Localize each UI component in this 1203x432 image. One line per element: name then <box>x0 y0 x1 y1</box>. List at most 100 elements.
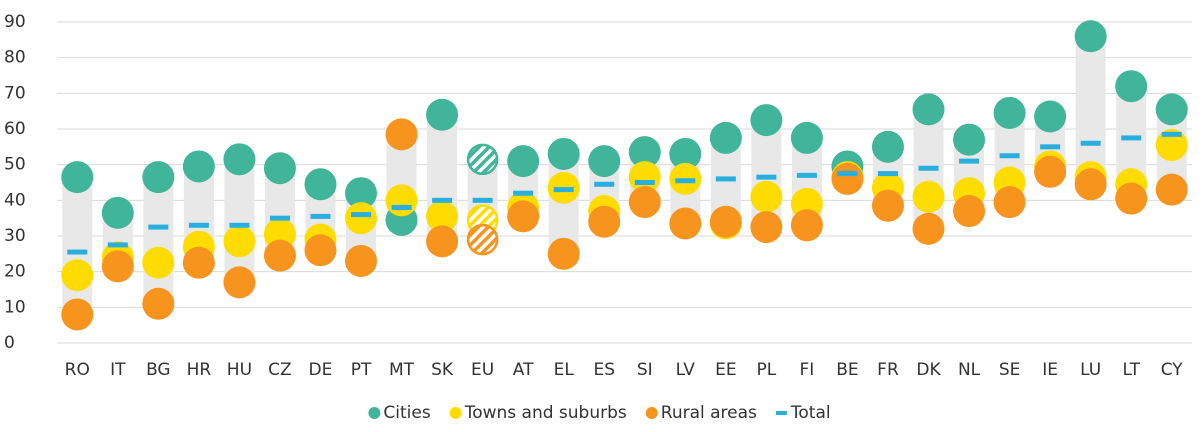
dot <box>223 225 256 258</box>
range-bar <box>548 153 579 254</box>
legend-label: Total <box>790 403 831 423</box>
total-dash <box>148 224 169 230</box>
total-dash <box>553 187 574 193</box>
x-tick-label: EU <box>471 360 494 380</box>
dot <box>669 207 702 240</box>
dot <box>547 237 580 270</box>
total-dash <box>715 176 736 182</box>
dot <box>790 209 823 242</box>
legend-marker <box>775 411 787 415</box>
dot <box>426 200 459 233</box>
dot <box>507 145 540 178</box>
y-tick-label: 80 <box>4 48 26 68</box>
total-dash <box>513 190 534 196</box>
dot <box>142 246 175 279</box>
dot <box>1034 155 1067 188</box>
dot <box>1074 20 1107 53</box>
total-dash <box>877 171 898 177</box>
total-dash <box>634 180 655 185</box>
total-dash <box>67 249 88 255</box>
total-dash <box>351 212 372 218</box>
dot <box>1034 100 1067 133</box>
x-tick-label: EE <box>715 360 736 380</box>
x-tick-label: ES <box>593 360 615 380</box>
total-dash <box>999 153 1020 159</box>
x-tick-label: AT <box>513 360 534 380</box>
dot <box>182 246 215 279</box>
dot <box>709 205 742 238</box>
y-tick-label: 20 <box>4 262 26 282</box>
dot <box>750 104 783 137</box>
dot <box>61 259 94 292</box>
total-dash <box>310 213 331 219</box>
y-tick-label: 40 <box>4 190 26 210</box>
legend: Cities Towns and suburbs Rural areas Total <box>368 403 831 423</box>
x-tick-label: LU <box>1080 360 1101 380</box>
dot <box>588 205 621 238</box>
total-dash <box>837 171 858 177</box>
dot <box>61 161 94 194</box>
x-tick-label: SK <box>431 360 454 380</box>
dot <box>426 98 459 131</box>
total-dash <box>391 204 412 210</box>
dot <box>101 250 134 283</box>
dot <box>61 298 94 331</box>
y-tick-label: 90 <box>4 12 26 32</box>
x-tick-label: IE <box>1042 360 1058 380</box>
x-tick-label: MT <box>389 360 415 380</box>
dot <box>912 180 945 213</box>
total-dash <box>796 172 817 178</box>
dot <box>750 180 783 213</box>
dot <box>426 225 459 258</box>
labels: 0 10 20 30 40 50 60 70 80 90 RO IT BG HR HU CZ DE PT MT SK E… <box>4 12 1183 380</box>
dot <box>1115 70 1148 103</box>
x-tick-label: DK <box>916 360 941 380</box>
dot <box>1155 129 1188 162</box>
dot <box>953 123 986 156</box>
y-tick-label: 30 <box>4 226 26 246</box>
total-dash <box>1121 135 1142 141</box>
dot <box>263 239 296 272</box>
dot <box>466 223 499 256</box>
x-tick-label: HR <box>187 360 212 380</box>
total-dash <box>594 181 615 187</box>
dot <box>304 234 337 267</box>
dot <box>912 212 945 245</box>
dot <box>993 96 1026 129</box>
x-tick-label: FR <box>877 360 899 380</box>
x-tick-label: CY <box>1161 360 1184 380</box>
dot <box>507 200 540 233</box>
y-tick-label: 60 <box>4 119 26 139</box>
dot <box>466 143 499 176</box>
dot <box>345 244 378 277</box>
dot <box>628 136 661 169</box>
legend-marker <box>645 407 658 419</box>
dot <box>628 186 661 219</box>
dot <box>1115 182 1148 215</box>
dot <box>142 287 175 320</box>
marks <box>61 20 1188 331</box>
x-tick-label: CZ <box>268 360 292 380</box>
total-dash <box>229 222 250 228</box>
total-dash <box>959 158 980 164</box>
x-tick-label: SI <box>637 360 653 380</box>
range-bar <box>62 177 93 315</box>
x-tick-label: LT <box>1122 360 1140 380</box>
dot <box>385 118 418 151</box>
dot <box>993 186 1026 219</box>
dot <box>304 168 337 201</box>
range-bar <box>143 177 174 304</box>
x-tick-label: NL <box>958 360 981 380</box>
total-dash <box>756 174 777 180</box>
x-tick-label: LV <box>676 360 696 380</box>
y-tick-label: 0 <box>4 333 15 353</box>
dot <box>953 195 986 228</box>
dot <box>223 266 256 299</box>
legend-marker <box>449 407 462 419</box>
dot <box>182 150 215 183</box>
dot <box>871 189 904 222</box>
y-tick-label: 50 <box>4 155 26 175</box>
dot <box>1155 93 1188 126</box>
x-tick-label: PL <box>757 360 777 380</box>
